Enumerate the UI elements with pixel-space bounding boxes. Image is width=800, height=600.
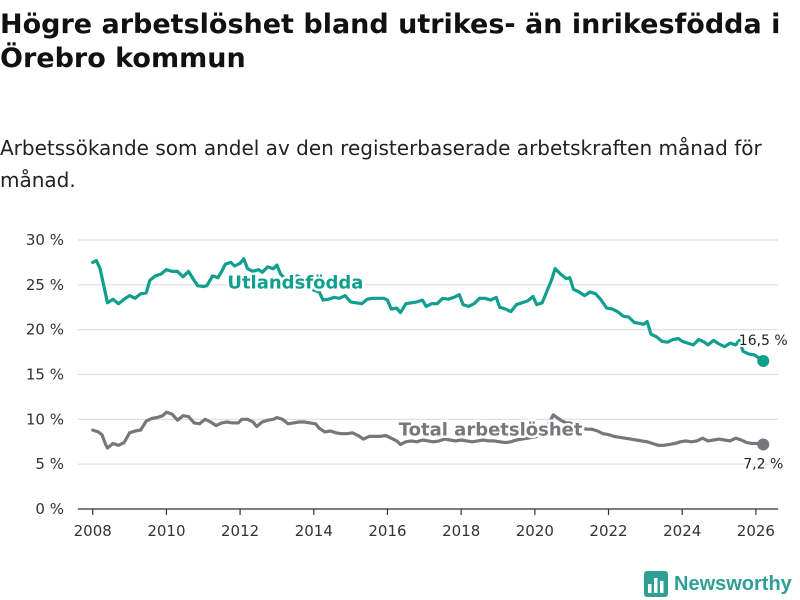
series-line-utlandsfödda	[91, 257, 765, 363]
newsworthy-logo-icon	[644, 571, 668, 597]
x-tick-label: 2014	[295, 522, 333, 540]
chart-subtitle: Arbetssökande som andel av den registerb…	[0, 136, 762, 192]
x-tick-label: 2010	[147, 522, 185, 540]
series-labels: Utlandsfödda 16,5 % Total arbetslöshet 7,2 …	[225, 270, 790, 475]
brand-logo: Newsworthy	[644, 568, 792, 600]
x-tick-label: 2008	[74, 522, 112, 540]
axes: 0 % 5 % 10 % 15 % 20 % 25 % 30 % 2008 2010 2012 20…	[26, 231, 778, 540]
y-tick-label: 30 %	[26, 231, 64, 249]
y-tick-label: 5 %	[35, 455, 64, 473]
chart-title: Högre arbetslöshet bland utrikes- än inr…	[0, 9, 781, 74]
brand-name: Newsworthy	[674, 572, 792, 595]
x-tick-label: 2022	[589, 522, 627, 540]
x-tick-label: 2016	[368, 522, 406, 540]
x-tick-label: 2018	[442, 522, 480, 540]
series-label: Utlandsfödda	[227, 272, 363, 293]
y-tick-label: 20 %	[26, 321, 64, 339]
x-tick-label: 2024	[663, 522, 701, 540]
series-line-total-arbetslöshet	[91, 410, 765, 450]
y-tick-label: 25 %	[26, 276, 64, 294]
gridlines	[78, 239, 778, 465]
y-tick-label: 10 %	[26, 410, 64, 428]
end-value-label: 7,2 %	[743, 456, 783, 472]
x-tick-label: 2012	[221, 522, 259, 540]
end-value-label: 16,5 %	[739, 333, 788, 349]
series-end-point	[757, 355, 770, 368]
line-chart: 0 % 5 % 10 % 15 % 20 % 25 % 30 % 2008 2010 2012 20…	[26, 231, 790, 540]
x-tick-label: 2020	[516, 522, 554, 540]
x-tick-label: 2026	[737, 522, 775, 540]
series	[91, 257, 770, 451]
y-tick-label: 15 %	[26, 366, 64, 384]
y-tick-label: 0 %	[35, 500, 64, 518]
series-label: Total arbetslöshet	[399, 419, 583, 440]
series-end-point	[757, 438, 770, 451]
